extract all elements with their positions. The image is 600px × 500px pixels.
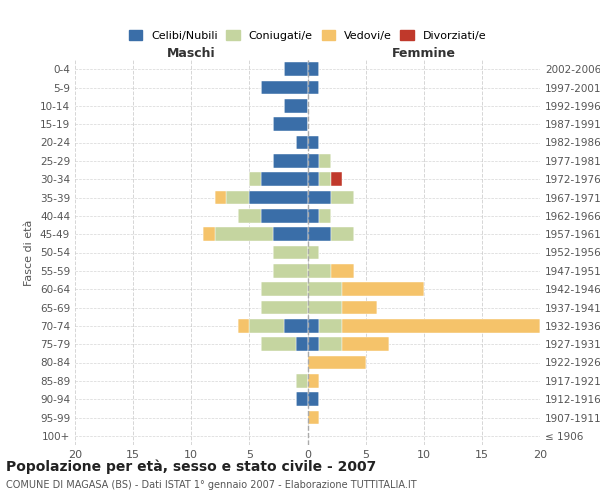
Bar [284, 62, 308, 76]
Bar [319, 209, 331, 222]
Bar [261, 172, 308, 186]
Bar [308, 246, 319, 260]
Bar [296, 338, 308, 351]
Bar [250, 319, 284, 332]
Bar [272, 228, 308, 241]
Bar [308, 319, 319, 332]
Bar [296, 392, 308, 406]
Bar [250, 190, 308, 204]
Bar [261, 338, 296, 351]
Bar [308, 154, 319, 168]
Bar [261, 300, 308, 314]
Bar [308, 80, 319, 94]
Text: Maschi: Maschi [167, 47, 215, 60]
Bar [319, 172, 331, 186]
Bar [226, 190, 250, 204]
Bar [284, 319, 308, 332]
Bar [319, 154, 331, 168]
Bar [272, 118, 308, 131]
Text: COMUNE DI MAGASA (BS) - Dati ISTAT 1° gennaio 2007 - Elaborazione TUTTITALIA.IT: COMUNE DI MAGASA (BS) - Dati ISTAT 1° ge… [6, 480, 416, 490]
Bar [250, 172, 261, 186]
Bar [215, 190, 226, 204]
Bar [308, 209, 319, 222]
Bar [308, 264, 331, 278]
Bar [296, 374, 308, 388]
Bar [272, 246, 308, 260]
Bar [343, 282, 424, 296]
Y-axis label: Fasce di età: Fasce di età [25, 220, 34, 286]
Bar [308, 410, 319, 424]
Bar [261, 282, 308, 296]
Bar [308, 190, 331, 204]
Legend: Celibi/Nubili, Coniugati/e, Vedovi/e, Divorziati/e: Celibi/Nubili, Coniugati/e, Vedovi/e, Di… [125, 27, 490, 44]
Bar [331, 190, 354, 204]
Bar [308, 338, 319, 351]
Bar [319, 338, 343, 351]
Bar [319, 319, 343, 332]
Bar [308, 228, 331, 241]
Bar [308, 62, 319, 76]
Bar [331, 228, 354, 241]
Bar [308, 136, 319, 149]
Bar [308, 300, 343, 314]
Bar [284, 99, 308, 112]
Bar [343, 338, 389, 351]
Bar [343, 300, 377, 314]
Bar [272, 154, 308, 168]
Bar [308, 356, 365, 370]
Bar [238, 319, 250, 332]
Bar [261, 209, 308, 222]
Bar [331, 264, 354, 278]
Bar [272, 264, 308, 278]
Bar [331, 172, 343, 186]
Text: Popolazione per età, sesso e stato civile - 2007: Popolazione per età, sesso e stato civil… [6, 460, 376, 474]
Bar [308, 392, 319, 406]
Bar [296, 136, 308, 149]
Bar [215, 228, 272, 241]
Text: Femmine: Femmine [392, 47, 456, 60]
Bar [308, 282, 343, 296]
Bar [308, 374, 319, 388]
Bar [203, 228, 215, 241]
Bar [308, 172, 319, 186]
Bar [261, 80, 308, 94]
Bar [238, 209, 261, 222]
Bar [343, 319, 540, 332]
